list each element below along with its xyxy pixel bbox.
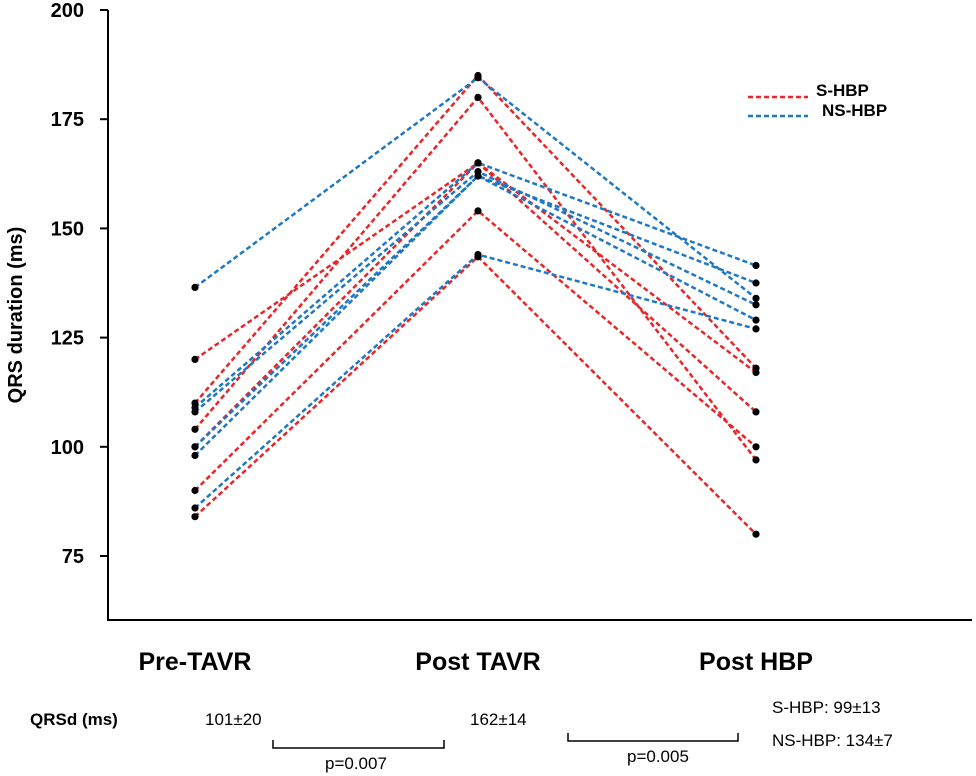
data-point <box>191 513 199 521</box>
series-line-s-hbp <box>194 209 757 492</box>
category-label: Post HBP <box>699 648 813 676</box>
data-point <box>752 261 760 270</box>
summary-row-label: QRSd (ms) <box>30 710 118 729</box>
category-label: Pre-TAVR <box>139 648 252 676</box>
y-ticks: 75 100 125 150 175 200 <box>51 0 108 568</box>
data-point <box>752 301 760 309</box>
y-tick-label: 100 <box>51 437 84 459</box>
data-point <box>191 443 199 451</box>
series-line-s-hbp <box>194 161 757 374</box>
p-value-bracket-2 <box>567 733 739 742</box>
data-point <box>752 443 760 451</box>
data-point <box>474 251 482 259</box>
y-tick-label: 125 <box>51 328 84 350</box>
series-line-ns-hbp <box>194 253 757 509</box>
y-tick-label: 175 <box>51 109 84 131</box>
data-point <box>191 408 199 416</box>
series-line-s-hbp <box>194 73 757 404</box>
data-point <box>474 74 482 82</box>
legend-label-s-hbp: S-HBP <box>816 81 869 100</box>
y-tick-label: 200 <box>51 0 84 22</box>
data-point <box>191 355 199 363</box>
data-point <box>191 425 199 433</box>
y-tick-label: 75 <box>62 546 84 568</box>
series-line-s-hbp <box>194 255 757 536</box>
series-lines <box>194 73 757 536</box>
summary-post-hbp-ns: NS-HBP: 134±7 <box>772 731 893 750</box>
legend-label-ns-hbp: NS-HBP <box>822 101 887 120</box>
summary-post-hbp-s: S-HBP: 99±13 <box>772 698 881 717</box>
data-point <box>752 294 760 302</box>
data-point <box>752 408 760 416</box>
summary-row: QRSd (ms) 101±20 162±14 S-HBP: 99±13 NS-… <box>30 698 893 773</box>
data-point <box>752 325 760 333</box>
series-line-ns-hbp <box>194 174 757 457</box>
data-point <box>752 456 760 464</box>
y-tick-label: 150 <box>51 218 84 240</box>
data-point <box>752 364 760 372</box>
data-point <box>752 279 760 287</box>
data-point <box>474 159 482 167</box>
data-point <box>474 93 482 101</box>
legend: S-HBP NS-HBP <box>748 81 887 120</box>
summary-post-tavr: 162±14 <box>470 710 527 729</box>
series-line-ns-hbp <box>194 161 757 409</box>
series-points <box>191 71 760 538</box>
y-axis-title: QRS duration (ms) <box>5 227 27 404</box>
data-point <box>191 486 199 495</box>
p-value-1: p=0.007 <box>325 754 387 773</box>
series-line-ns-hbp <box>194 174 757 448</box>
data-point <box>191 504 199 512</box>
p-value-bracket-1 <box>272 740 445 749</box>
category-label: Post TAVR <box>415 648 540 676</box>
summary-pre-tavr: 101±20 <box>205 710 262 729</box>
data-point <box>752 530 760 538</box>
p-value-2: p=0.005 <box>627 747 689 766</box>
data-point <box>191 451 199 460</box>
data-point <box>191 283 199 291</box>
data-point <box>474 207 482 215</box>
data-point <box>474 172 482 180</box>
data-point <box>752 316 760 324</box>
category-labels: Pre-TAVR Post TAVR Post HBP <box>139 648 813 676</box>
